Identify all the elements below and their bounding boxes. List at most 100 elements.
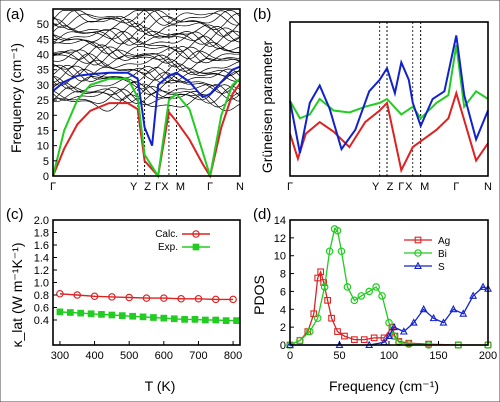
data-point (328, 314, 335, 322)
data-point (317, 268, 325, 276)
panel-label-b: (b) (253, 6, 271, 23)
data-point (98, 311, 105, 318)
data-point (409, 318, 418, 326)
x-tick-label: Z (387, 181, 394, 193)
panel-d-xlabel: Frequency (cm⁻¹) (329, 378, 439, 394)
data-point (66, 309, 74, 316)
x-tick-label: 800 (224, 350, 242, 362)
x-tick-label: Z (144, 181, 151, 193)
optical-branch-line (52, 76, 241, 95)
optical-branch-line (52, 88, 241, 108)
x-tick-label: Γ (207, 181, 213, 193)
data-point (350, 296, 359, 305)
optical-branch-line (52, 26, 241, 45)
optical-branch-line (52, 46, 241, 64)
x-tick-label: 300 (51, 350, 69, 362)
x-tick-label: Y (372, 181, 380, 193)
data-point (56, 289, 64, 298)
data-point (191, 316, 199, 323)
data-point (357, 292, 366, 300)
series-line-Ag (289, 269, 488, 346)
data-point (56, 308, 64, 316)
data-point (320, 283, 329, 291)
x-tick-label: X (405, 181, 413, 193)
optical-branch-line (52, 41, 241, 60)
optical-branch-line (52, 64, 241, 84)
blue-branch-line (52, 65, 241, 146)
data-point (160, 294, 168, 302)
data-point (233, 317, 240, 324)
data-point (385, 331, 393, 340)
data-point (313, 314, 322, 323)
x-tick-label: 150 (429, 350, 447, 362)
data-point (73, 291, 82, 299)
panel-a-ylabel: Frequency (cm⁻¹) (8, 43, 24, 153)
legend-marker (414, 261, 422, 269)
optical-branch-line (52, 65, 241, 84)
x-tick-label: N (236, 181, 244, 193)
panel-c-ylabel: κ_lat (W m⁻¹K⁻¹) (9, 243, 25, 348)
legend-label: Exp. (158, 242, 178, 253)
x-tick-label: M (420, 181, 429, 193)
data-point (372, 283, 380, 291)
y-tick-label: 0 (43, 171, 49, 183)
x-tick-label: Γ (453, 181, 459, 193)
y-tick-label: 4 (280, 304, 286, 316)
optical-branch-line (52, 58, 241, 77)
data-point (160, 314, 168, 322)
data-point (390, 322, 398, 331)
y-tick-label: 40 (37, 50, 49, 62)
data-point (108, 293, 116, 301)
data-point (150, 314, 157, 321)
data-point (399, 327, 408, 335)
data-point (419, 304, 428, 313)
y-tick-label: 50 (37, 19, 49, 31)
blue-branch-line (289, 35, 489, 154)
panel-b-ylabel: Grüneisen parameter (259, 41, 275, 174)
y-tick-label: 8 (280, 269, 286, 281)
data-point (211, 295, 220, 304)
optical-branch-line (52, 13, 241, 32)
y-tick-label: 20 (37, 110, 49, 122)
data-point (378, 292, 386, 300)
y-tick-label: 0.8 (34, 290, 49, 302)
y-tick-label: 14 (274, 215, 286, 227)
data-point (77, 309, 85, 317)
series-line-Bi (289, 227, 488, 346)
data-point (108, 311, 116, 319)
data-point (125, 293, 133, 302)
data-point (370, 334, 378, 342)
data-point (202, 316, 209, 324)
data-point (325, 247, 334, 256)
data-point (305, 327, 314, 336)
panel-label-d: (d) (253, 206, 271, 223)
data-point (310, 310, 318, 318)
x-tick-label: 500 (120, 350, 138, 362)
legend: Calc. Exp. (155, 229, 210, 253)
data-point (142, 294, 151, 302)
y-tick-label: 1.6 (34, 240, 49, 252)
legend-label: Ag (438, 236, 450, 247)
data-point (170, 315, 178, 323)
data-point (324, 297, 331, 304)
data-point (129, 312, 136, 320)
data-point (177, 294, 185, 303)
optical-branch-line (52, 27, 241, 46)
plot-frame (52, 8, 241, 177)
x-tick-label: Γ (50, 181, 56, 193)
y-tick-label: 0.6 (34, 303, 49, 315)
optical-branch-line (52, 49, 241, 68)
data-point (314, 274, 322, 282)
data-point (439, 318, 448, 326)
x-tick-label: 0 (287, 350, 293, 362)
data-point (449, 304, 458, 313)
x-tick-label: Γ (398, 181, 404, 193)
optical-branch-line (52, 10, 241, 27)
data-point (90, 292, 99, 301)
y-tick-label: 0 (280, 340, 286, 352)
x-tick-label: 100 (380, 350, 398, 362)
panel-d: 0 50 100 150 200 0 2 4 6 8 10 12 14 Ag Bi S (274, 215, 497, 362)
data-point (360, 336, 368, 343)
panel-d-ylabel: PDOS (251, 275, 267, 315)
data-point (365, 287, 374, 296)
